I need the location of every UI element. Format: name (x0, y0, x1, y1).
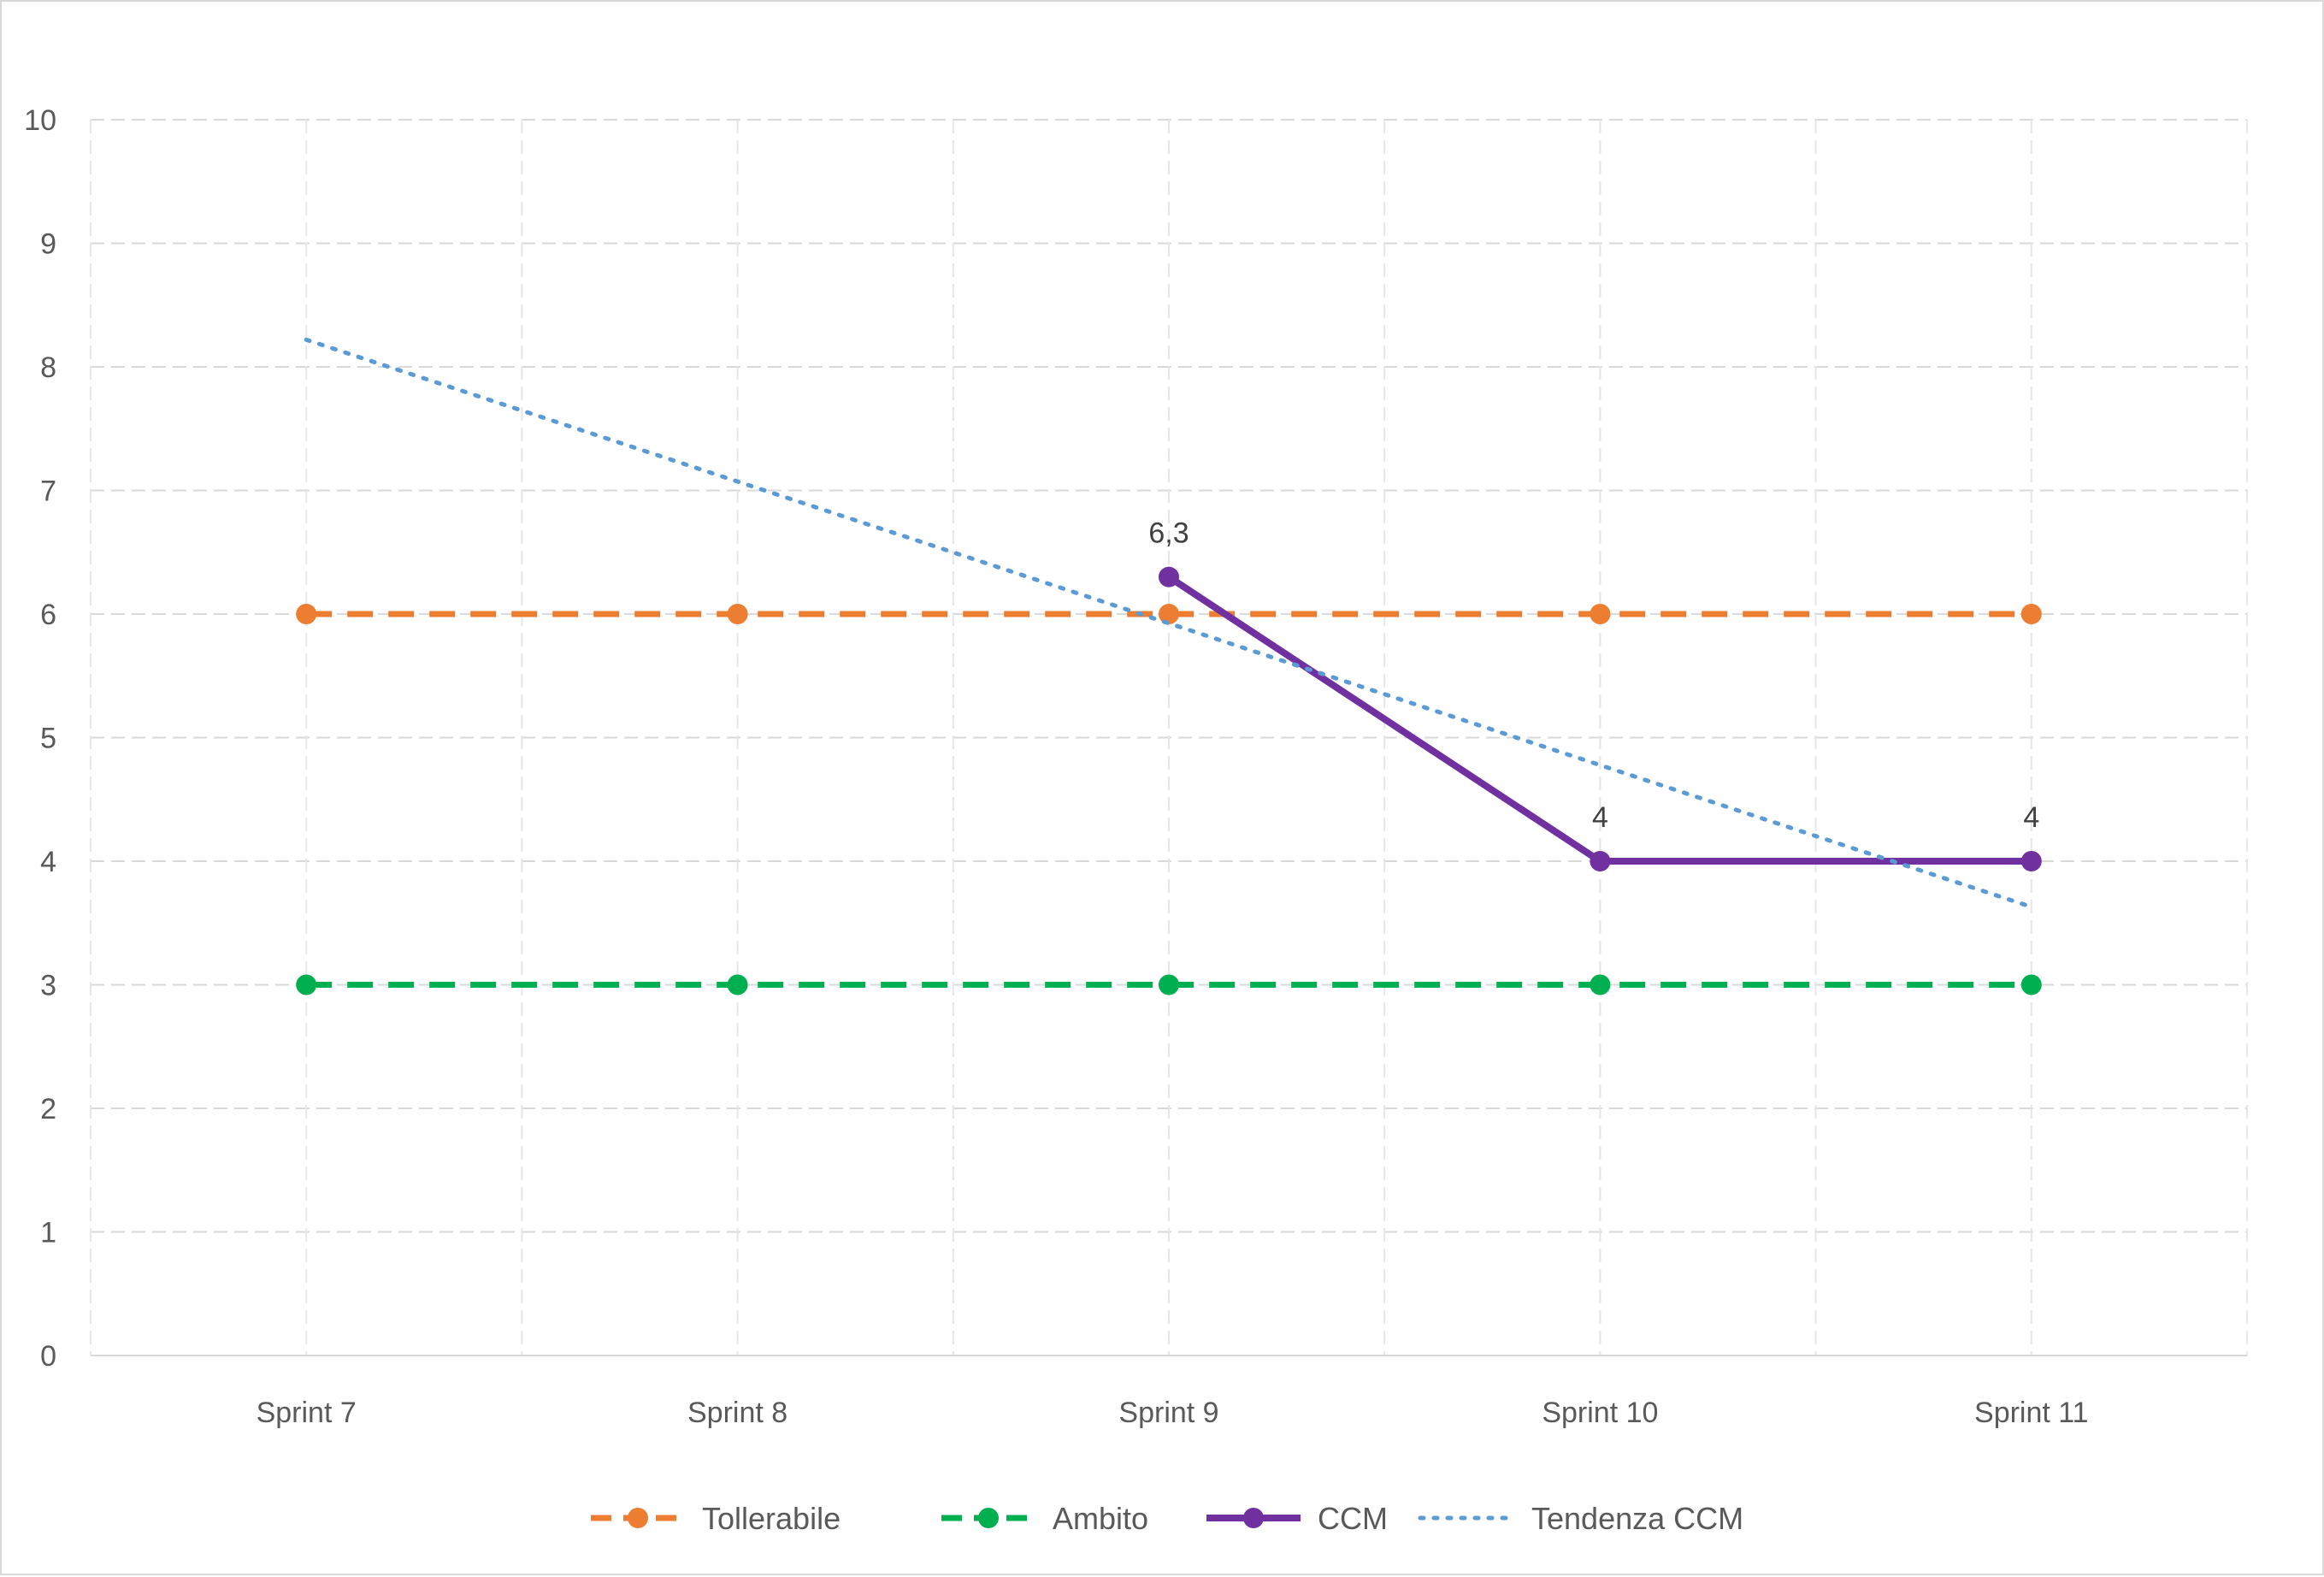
point-ccm-sprint-9 (1159, 566, 1179, 588)
legend-item-tollerabile: Tollerabile (591, 1501, 841, 1536)
legend-label-ambito: Ambito (1053, 1501, 1148, 1536)
point-tollerabile-sprint-11 (2020, 604, 2042, 624)
point-ambito-sprint-7 (296, 974, 317, 995)
point-ccm-sprint-11 (2020, 851, 2042, 871)
series-tendenza-ccm (304, 337, 2034, 909)
legend-marker-ccm (1243, 1508, 1264, 1528)
y-tick-label-9: 9 (40, 228, 56, 261)
y-tick-label-5: 5 (40, 723, 56, 755)
x-tick-label-sprint-10: Sprint 10 (1542, 1397, 1658, 1429)
series-tollerabile (296, 604, 2042, 624)
x-tick-label-sprint-9: Sprint 9 (1118, 1397, 1218, 1429)
point-ambito-sprint-9 (1159, 974, 1179, 995)
series-ccm (1159, 566, 2042, 871)
legend-label-tendenza-ccm: Tendenza CCM (1531, 1501, 1743, 1536)
x-tick-label-sprint-7: Sprint 7 (257, 1397, 357, 1429)
data-label-ccm-sprint-11: 4 (2023, 801, 2039, 834)
series (296, 337, 2042, 995)
y-tick-label-6: 6 (40, 599, 56, 631)
series-line-tendenza-ccm (304, 337, 2034, 909)
y-tick-label-3: 3 (40, 970, 56, 1002)
legend-label-ccm: CCM (1318, 1501, 1388, 1536)
data-label-ccm-sprint-9: 6,3 (1148, 517, 1189, 550)
point-ccm-sprint-10 (1590, 851, 1611, 871)
point-ambito-sprint-8 (727, 974, 748, 995)
point-ambito-sprint-11 (2020, 974, 2042, 995)
y-tick-label-0: 0 (40, 1340, 56, 1373)
legend-item-tendenza-ccm: Tendenza CCM (1418, 1501, 1743, 1536)
point-tollerabile-sprint-10 (1590, 604, 1611, 624)
point-tollerabile-sprint-9 (1159, 604, 1179, 624)
point-tollerabile-sprint-8 (727, 604, 748, 624)
point-tollerabile-sprint-7 (296, 604, 317, 624)
legend: Tollerabile Ambito CCM Tendenza CCM (591, 1501, 1743, 1536)
series-ambito (296, 974, 2042, 995)
y-tick-label-10: 10 (24, 104, 56, 137)
legend-marker-ambito (978, 1508, 999, 1528)
data-label-ccm-sprint-10: 4 (1592, 801, 1608, 834)
legend-marker-tollerabile (628, 1508, 648, 1528)
legend-item-ambito: Ambito (941, 1501, 1148, 1536)
legend-item-ccm: CCM (1206, 1501, 1388, 1536)
y-tick-label-8: 8 (40, 351, 56, 384)
grid (90, 119, 2248, 1356)
x-tick-label-sprint-8: Sprint 8 (687, 1397, 787, 1429)
legend-label-tollerabile: Tollerabile (702, 1501, 841, 1536)
axes: 0 1 2 3 4 5 6 7 8 9 10 Sprint 7 Sprint 8 Sprint 9 Spri… (24, 104, 2247, 1429)
y-tick-label-1: 1 (40, 1217, 56, 1249)
y-tick-label-7: 7 (40, 475, 56, 508)
point-ambito-sprint-10 (1590, 974, 1611, 995)
y-tick-label-2: 2 (40, 1093, 56, 1125)
x-tick-label-sprint-11: Sprint 11 (1974, 1397, 2089, 1429)
data-labels: 6,3 4 4 (1148, 517, 2039, 834)
y-tick-label-4: 4 (40, 846, 56, 878)
